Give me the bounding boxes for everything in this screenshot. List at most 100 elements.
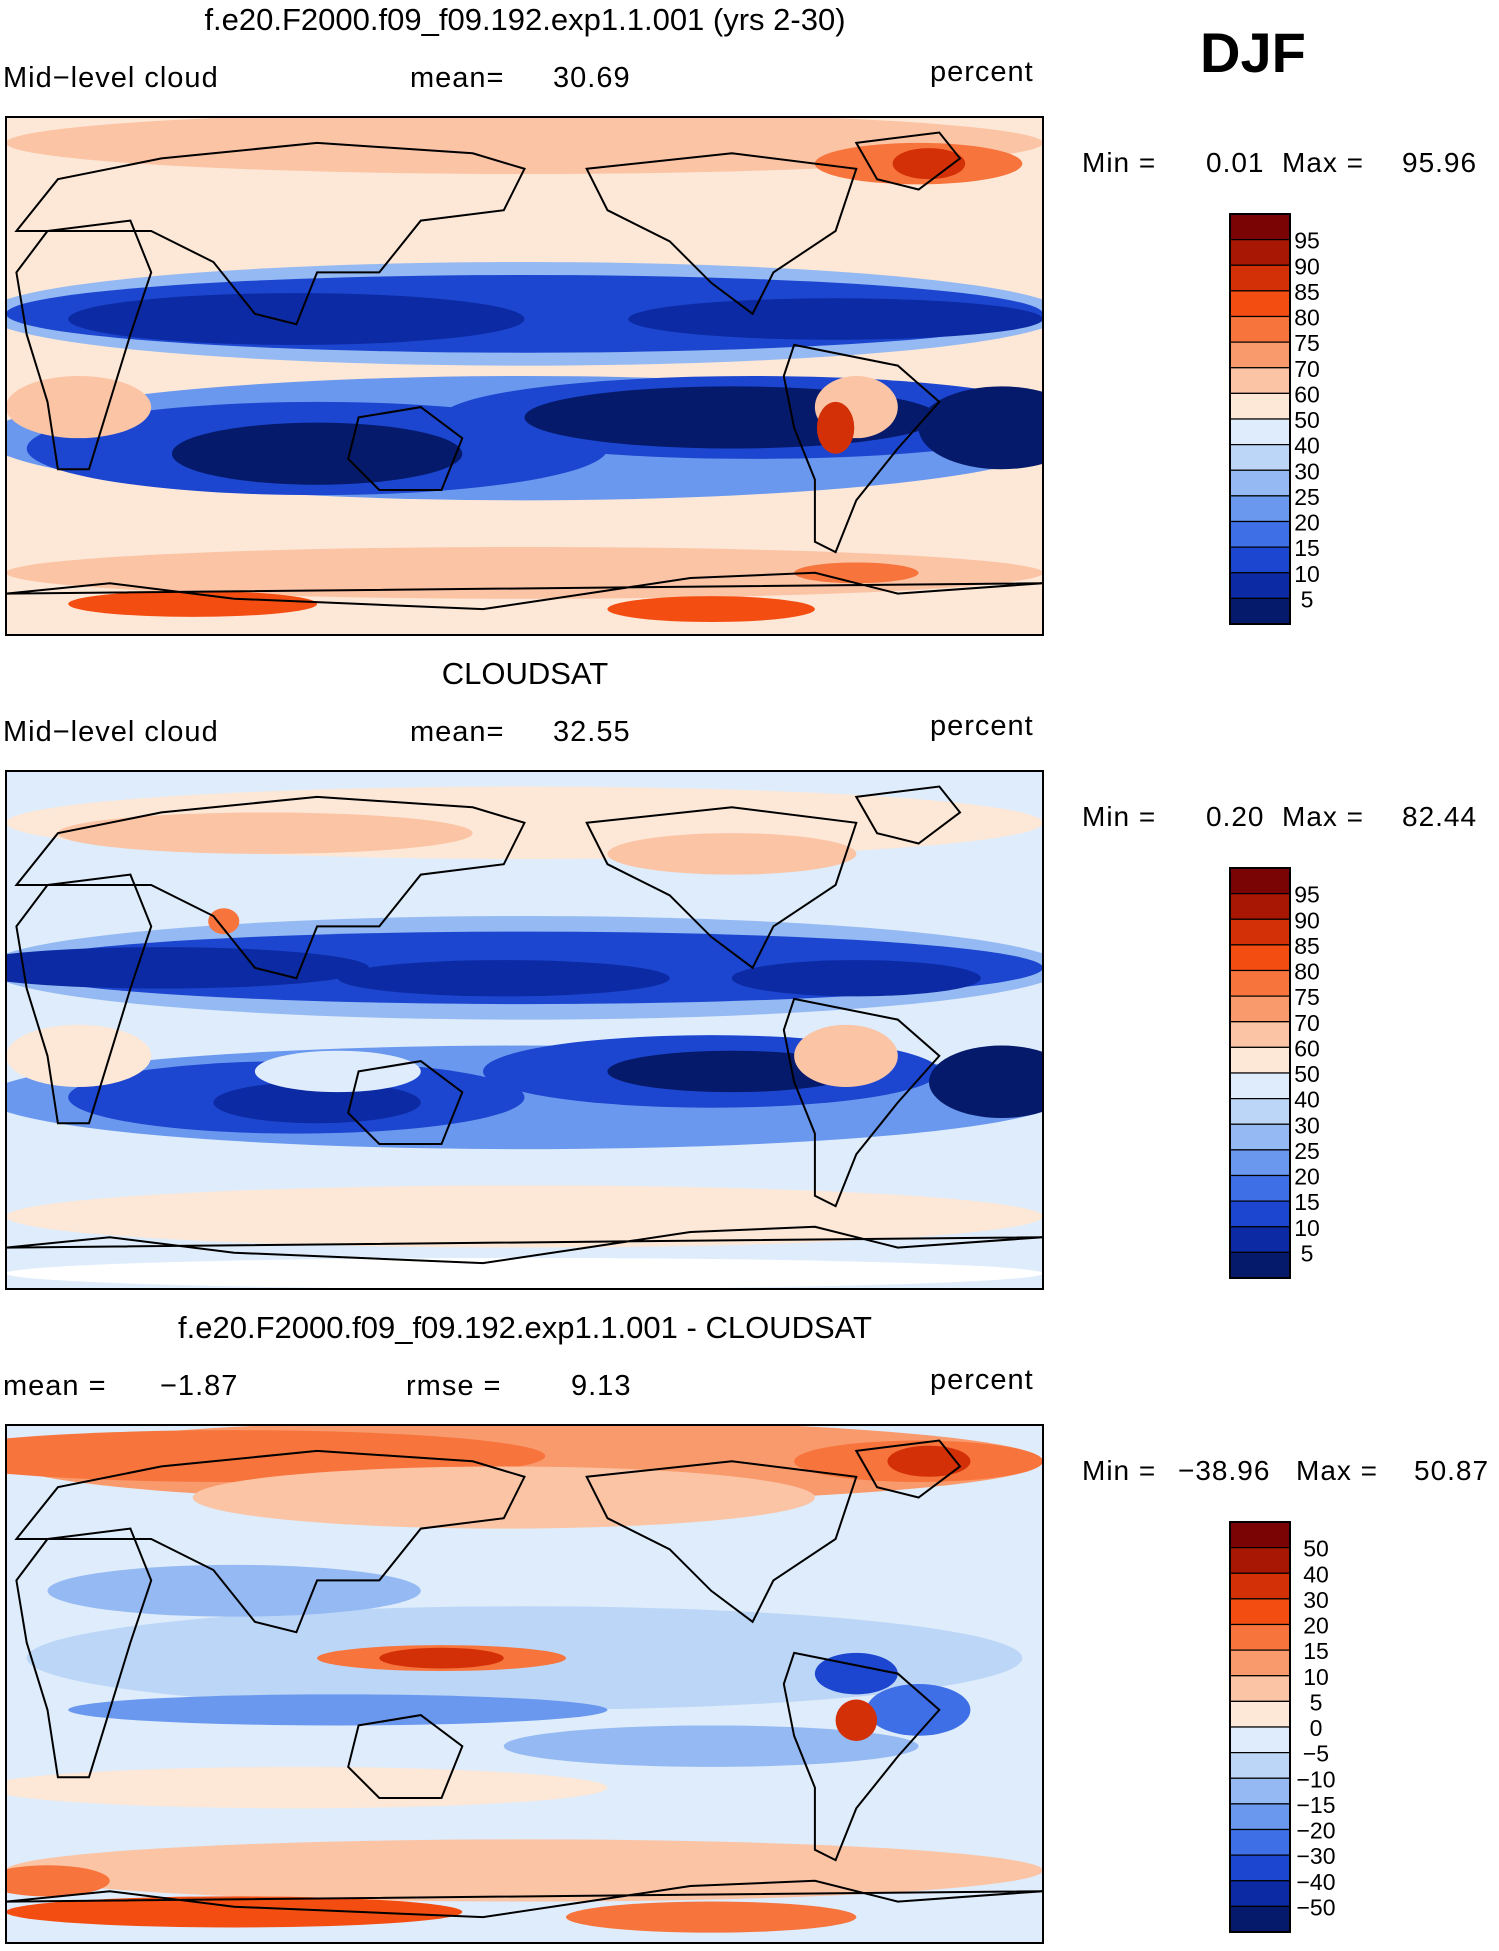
colorbar-tick-label: 60 bbox=[1294, 1035, 1320, 1061]
colorbar-frame bbox=[1229, 1521, 1291, 1933]
panel-3-mean-value: −1.87 bbox=[160, 1370, 239, 1402]
contour-region bbox=[6, 1024, 152, 1087]
panel-2-max-label: Max = bbox=[1282, 801, 1365, 832]
coastline bbox=[347, 1060, 464, 1145]
coastline bbox=[585, 1460, 858, 1624]
colorbar-tick-label: 5 bbox=[1301, 1240, 1314, 1266]
coastline bbox=[14, 1449, 526, 1634]
colorbar-frame bbox=[1229, 867, 1291, 1279]
colorbar-swatch bbox=[1229, 1905, 1291, 1933]
colorbar-swatch bbox=[1229, 1149, 1291, 1177]
colorbar-swatch bbox=[1229, 1123, 1291, 1151]
colorbar-tick-label: −30 bbox=[1296, 1843, 1335, 1869]
contour-region bbox=[607, 596, 815, 623]
colorbar-swatch bbox=[1229, 392, 1291, 420]
colorbar-tick-label: 40 bbox=[1294, 1087, 1320, 1113]
coastline bbox=[15, 873, 153, 1125]
coastline bbox=[782, 1651, 941, 1862]
panel-1-mean-value: 30.69 bbox=[553, 62, 631, 94]
colorbar-tick-label: 25 bbox=[1294, 1138, 1320, 1164]
colorbar-swatch bbox=[1229, 1752, 1291, 1779]
colorbar-swatch bbox=[1229, 1572, 1291, 1600]
coastline bbox=[782, 997, 941, 1208]
contour-region bbox=[6, 1257, 1043, 1289]
map-frame bbox=[5, 1424, 1044, 1944]
contour-region bbox=[68, 293, 525, 345]
contour-region bbox=[47, 1564, 421, 1617]
map-frame bbox=[5, 770, 1044, 1290]
panel-2-min-label: Min = bbox=[1082, 801, 1157, 832]
colorbar-swatch bbox=[1229, 995, 1291, 1023]
colorbar-swatch bbox=[1229, 239, 1291, 266]
colorbar-swatch bbox=[1229, 1880, 1291, 1907]
contour-region bbox=[6, 1865, 110, 1897]
contour-region bbox=[892, 148, 966, 180]
colorbar-swatch bbox=[1229, 315, 1291, 343]
contour-region bbox=[731, 960, 981, 997]
colorbar-tick-label: 70 bbox=[1294, 356, 1320, 382]
colorbar-swatch bbox=[1229, 572, 1291, 599]
contour-region bbox=[503, 1725, 919, 1767]
colorbar-tick-label: 75 bbox=[1294, 984, 1320, 1010]
colorbar-tick-label: 0 bbox=[1310, 1715, 1323, 1741]
colorbar-swatch bbox=[1229, 1803, 1291, 1831]
panel-3-rmse-value: 9.13 bbox=[571, 1370, 632, 1402]
coastline bbox=[14, 795, 526, 980]
panel-1-min-value: 0.01 bbox=[1206, 147, 1265, 178]
colorbar-swatch bbox=[1229, 495, 1291, 523]
coastline bbox=[14, 141, 526, 326]
colorbar-swatch bbox=[1229, 1726, 1291, 1754]
colorbar-tick-label: 95 bbox=[1294, 882, 1320, 908]
colorbar-swatch bbox=[1229, 1226, 1291, 1253]
colorbar-tick-label: 10 bbox=[1294, 1215, 1320, 1241]
panel-2-max-value: 82.44 bbox=[1402, 801, 1478, 832]
coastline bbox=[854, 1439, 962, 1499]
colorbar-tick-label: 30 bbox=[1294, 458, 1320, 484]
colorbar-tick-label: −5 bbox=[1303, 1741, 1329, 1767]
coastline bbox=[854, 131, 962, 191]
colorbar-swatch bbox=[1229, 1854, 1291, 1882]
colorbar-swatch bbox=[1229, 213, 1291, 241]
contour-region bbox=[379, 1647, 504, 1669]
panel-3-units: percent bbox=[930, 1364, 1034, 1396]
colorbar-tick-label: 10 bbox=[1294, 561, 1320, 587]
contour-region bbox=[208, 908, 240, 935]
contour-region bbox=[6, 1839, 1043, 1902]
map-panel-2 bbox=[5, 770, 1044, 1290]
colorbar-swatch bbox=[1229, 918, 1291, 946]
coastline bbox=[585, 806, 858, 970]
colorbar-tick-label: 85 bbox=[1294, 933, 1320, 959]
colorbar-tick-label: 50 bbox=[1294, 1061, 1320, 1087]
colorbar-tick-label: 15 bbox=[1294, 535, 1320, 561]
colorbar-tick-label: 50 bbox=[1294, 407, 1320, 433]
coastline bbox=[6, 571, 1043, 611]
colorbar-tick-label: 5 bbox=[1310, 1689, 1323, 1715]
panel-2-title: CLOUDSAT bbox=[441, 656, 609, 691]
coastline bbox=[347, 1714, 464, 1799]
colorbar-swatch bbox=[1229, 418, 1291, 446]
colorbar-tick-label: 30 bbox=[1303, 1587, 1329, 1613]
colorbar-tick-label: 5 bbox=[1301, 586, 1314, 612]
colorbar-swatch bbox=[1229, 1547, 1291, 1574]
colorbar-swatch bbox=[1229, 944, 1291, 972]
colorbar-tick-label: 90 bbox=[1294, 253, 1320, 279]
colorbar-swatch bbox=[1229, 1649, 1291, 1677]
colorbar-swatch bbox=[1229, 546, 1291, 574]
panel-3-rmse-label: rmse = bbox=[406, 1370, 502, 1402]
panel-3-title: f.e20.F2000.f09_f09.192.exp1.1.001 - CLO… bbox=[178, 1310, 872, 1345]
contour-region bbox=[6, 947, 369, 989]
colorbar-tick-label: 20 bbox=[1303, 1613, 1329, 1639]
contour-region bbox=[794, 562, 919, 584]
panel-2-mean-label: mean= bbox=[410, 716, 505, 748]
colorbar-tick-label: 15 bbox=[1303, 1638, 1329, 1664]
panel-1-min-label: Min = bbox=[1082, 147, 1157, 178]
colorbar-swatch bbox=[1229, 1675, 1291, 1702]
colorbar-tick-label: 15 bbox=[1294, 1189, 1320, 1215]
colorbar-tick-label: −40 bbox=[1296, 1869, 1335, 1895]
panel-1-max-value: 95.96 bbox=[1402, 147, 1478, 178]
contour-region bbox=[337, 960, 670, 997]
colorbar-swatch bbox=[1229, 1251, 1291, 1279]
coastline bbox=[6, 1879, 1043, 1919]
colorbar-swatch bbox=[1229, 341, 1291, 369]
